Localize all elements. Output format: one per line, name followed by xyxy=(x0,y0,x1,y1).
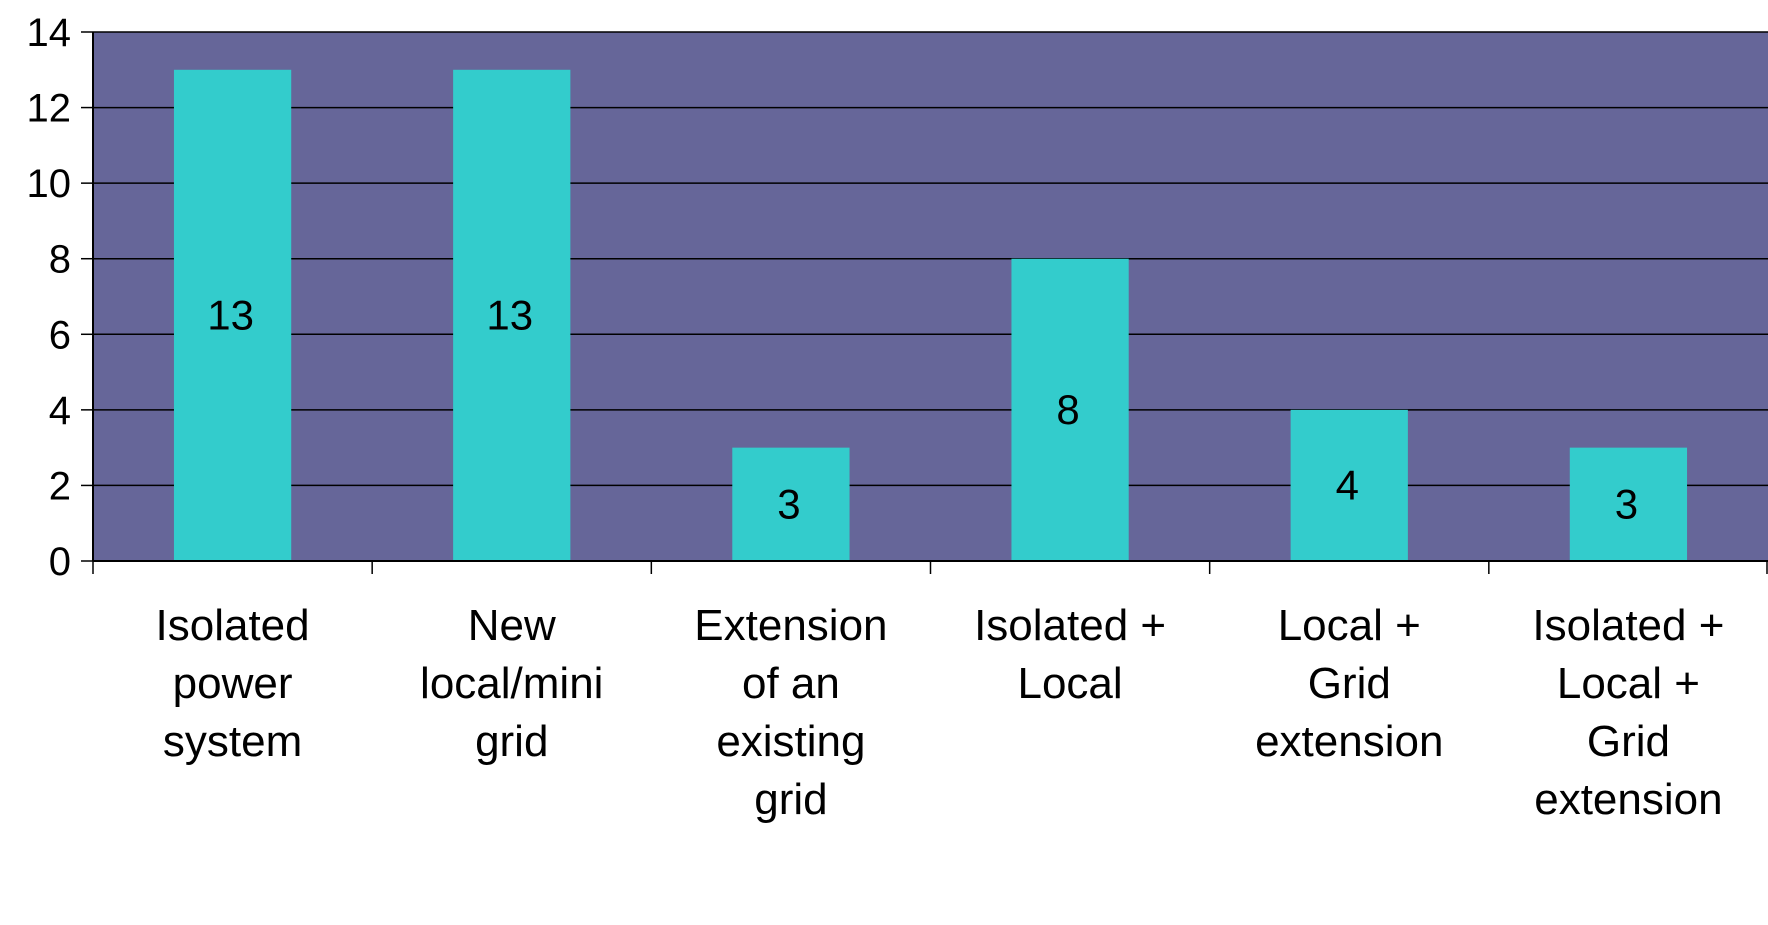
data-label: 8 xyxy=(1056,386,1079,433)
y-tick-label: 0 xyxy=(49,540,71,584)
x-tick-label: Isolated power system xyxy=(156,601,310,766)
y-tick-label: 8 xyxy=(49,238,71,282)
bars xyxy=(173,69,1688,562)
bar xyxy=(1569,447,1688,561)
x-tick-label-line: grid xyxy=(754,775,827,824)
x-tick-label-line: power xyxy=(173,659,293,708)
x-tick-label-line: New xyxy=(468,601,556,650)
y-tick-label: 6 xyxy=(49,313,71,357)
bar xyxy=(453,69,571,562)
plot-area xyxy=(93,32,1768,561)
x-tick-label-line: existing xyxy=(716,717,865,766)
x-tick-label-line: Isolated + xyxy=(1532,601,1724,650)
x-tick-label-line: local/mini xyxy=(420,659,603,708)
gridlines xyxy=(93,31,1768,487)
bar xyxy=(1290,409,1408,561)
labels: 13 13 3 8 4 3 Isolated power system New local/mini… xyxy=(156,291,1725,824)
x-tick-label-line: grid xyxy=(475,717,548,766)
x-tick-label: Isolated + Local xyxy=(974,601,1166,708)
axes: 0 2 4 6 8 10 12 14 xyxy=(27,11,1768,584)
bar xyxy=(1011,258,1129,561)
data-label: 3 xyxy=(777,480,800,527)
bar xyxy=(732,447,850,561)
data-label: 13 xyxy=(207,291,254,338)
x-tick-label-line: of an xyxy=(742,659,840,708)
x-tick-label-line: Grid xyxy=(1308,659,1391,708)
x-tick-label: New local/mini grid xyxy=(420,601,603,766)
x-tick-label-line: Isolated + xyxy=(974,601,1166,650)
x-tick-label: Isolated + Local + Grid extension xyxy=(1532,601,1724,824)
x-tick-label: Extension of an existing grid xyxy=(694,601,887,824)
x-tick-label-line: Local + xyxy=(1557,659,1700,708)
data-label: 13 xyxy=(486,291,533,338)
y-tick-label: 4 xyxy=(49,389,71,433)
y-tick-label: 14 xyxy=(27,11,72,55)
x-tick-label-line: Local + xyxy=(1278,601,1421,650)
x-tick-label-line: system xyxy=(163,717,302,766)
data-label: 4 xyxy=(1336,461,1359,508)
data-label: 3 xyxy=(1615,480,1638,527)
x-tick-label-line: Isolated xyxy=(156,601,310,650)
y-tick-label: 2 xyxy=(49,464,71,508)
bar xyxy=(173,69,292,562)
x-tick-label-line: Grid xyxy=(1587,717,1670,766)
x-tick-label-line: Local xyxy=(1017,659,1122,708)
x-tick-label: Local + Grid extension xyxy=(1255,601,1443,766)
x-tick-label-line: Extension xyxy=(694,601,887,650)
x-tick-label-line: extension xyxy=(1534,775,1722,824)
y-tick-label: 12 xyxy=(27,87,72,131)
y-tick-label: 10 xyxy=(27,162,72,206)
x-tick-label-line: extension xyxy=(1255,717,1443,766)
